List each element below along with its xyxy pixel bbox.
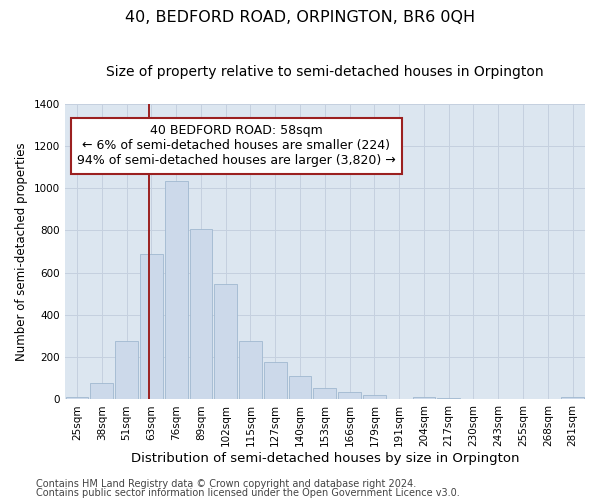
- Bar: [289, 376, 311, 400]
- Title: Size of property relative to semi-detached houses in Orpington: Size of property relative to semi-detach…: [106, 65, 544, 79]
- Bar: [561, 398, 584, 400]
- Bar: [437, 398, 460, 400]
- Bar: [190, 230, 212, 400]
- Bar: [338, 392, 361, 400]
- Text: 40, BEDFORD ROAD, ORPINGTON, BR6 0QH: 40, BEDFORD ROAD, ORPINGTON, BR6 0QH: [125, 10, 475, 25]
- Y-axis label: Number of semi-detached properties: Number of semi-detached properties: [15, 142, 28, 361]
- Bar: [536, 399, 559, 400]
- X-axis label: Distribution of semi-detached houses by size in Orpington: Distribution of semi-detached houses by …: [131, 452, 519, 465]
- Bar: [462, 399, 485, 400]
- Bar: [264, 362, 287, 400]
- Text: Contains public sector information licensed under the Open Government Licence v3: Contains public sector information licen…: [36, 488, 460, 498]
- Bar: [239, 342, 262, 400]
- Bar: [413, 398, 436, 400]
- Text: 40 BEDFORD ROAD: 58sqm
← 6% of semi-detached houses are smaller (224)
94% of sem: 40 BEDFORD ROAD: 58sqm ← 6% of semi-deta…: [77, 124, 396, 168]
- Bar: [165, 181, 188, 400]
- Text: Contains HM Land Registry data © Crown copyright and database right 2024.: Contains HM Land Registry data © Crown c…: [36, 479, 416, 489]
- Bar: [512, 399, 535, 400]
- Bar: [363, 395, 386, 400]
- Bar: [140, 254, 163, 400]
- Bar: [115, 342, 138, 400]
- Bar: [65, 398, 88, 400]
- Bar: [214, 284, 237, 400]
- Bar: [487, 399, 509, 400]
- Bar: [91, 382, 113, 400]
- Bar: [388, 399, 410, 400]
- Bar: [313, 388, 336, 400]
